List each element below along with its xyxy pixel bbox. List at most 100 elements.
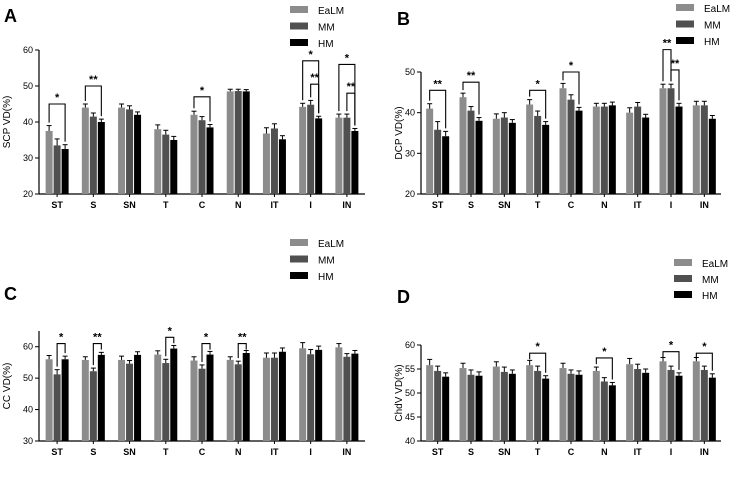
bar-MM-IN — [343, 356, 351, 441]
bar-EaLM-IT — [626, 364, 634, 441]
significance-bracket — [562, 71, 580, 105]
bar-MM-ST — [434, 370, 442, 441]
bar-HM-IN — [708, 118, 716, 194]
bar-EaLM-C — [190, 114, 198, 194]
legend-swatch-MM — [674, 275, 692, 282]
bar-MM-N — [234, 364, 242, 441]
y-tick-label: 30 — [23, 153, 33, 163]
bar-EaLM-IN — [335, 347, 343, 441]
bar-HM-T — [170, 348, 178, 441]
legend-swatch-EaLM — [674, 259, 692, 266]
legend-label-EaLM: EaLM — [704, 4, 730, 15]
significance-label: * — [345, 52, 350, 64]
significance-bracket — [92, 343, 102, 366]
y-tick-label: 30 — [23, 436, 33, 446]
bar-HM-IN — [708, 377, 716, 441]
significance-label: * — [536, 78, 541, 90]
significance-bracket — [462, 81, 480, 115]
bar-HM-T — [170, 140, 178, 194]
legend-label-EaLM: EaLM — [318, 239, 344, 250]
significance-label: ** — [93, 332, 102, 344]
x-tick-label: I — [309, 200, 312, 210]
significance-bracket — [662, 351, 680, 370]
bar-HM-IN — [351, 131, 359, 194]
y-tick-label: 40 — [23, 117, 33, 127]
x-tick-label: I — [670, 447, 673, 457]
bar-MM-I — [667, 369, 675, 441]
bar-EaLM-N — [226, 359, 234, 441]
x-tick-label: T — [163, 447, 169, 457]
bar-HM-S — [475, 375, 483, 441]
bar-EaLM-I — [299, 348, 307, 441]
y-tick-label: 60 — [405, 340, 415, 350]
x-tick-label: T — [535, 200, 541, 210]
legend-label-EaLM: EaLM — [318, 6, 344, 17]
significance-bracket — [56, 343, 66, 367]
panel-label: D — [397, 287, 410, 307]
x-tick-label: IT — [634, 200, 643, 210]
bar-HM-S — [97, 122, 105, 194]
bar-HM-C — [206, 127, 214, 194]
bar-MM-SN — [126, 363, 134, 441]
significance-bracket — [165, 336, 175, 357]
y-tick-label: 20 — [405, 189, 415, 199]
x-tick-label: IT — [270, 447, 279, 457]
bar-HM-SN — [508, 122, 516, 194]
bar-HM-I — [675, 106, 683, 194]
x-tick-label: C — [568, 200, 575, 210]
bar-MM-IN — [700, 105, 708, 194]
x-tick-label: SN — [123, 200, 136, 210]
significance-label: ** — [671, 58, 680, 70]
significance-label: ** — [433, 78, 442, 90]
bar-EaLM-C — [559, 368, 567, 441]
significance-bracket — [529, 89, 547, 119]
bar-MM-ST — [53, 374, 61, 441]
bar-EaLM-ST — [426, 108, 434, 194]
legend-swatch-EaLM — [290, 239, 308, 246]
bar-EaLM-SN — [118, 107, 126, 194]
bar-MM-I — [307, 354, 315, 441]
bar-HM-N — [608, 385, 616, 441]
y-axis-label: DCP VD(%) — [394, 106, 405, 159]
y-tick-label: 50 — [405, 388, 415, 398]
bar-HM-ST — [442, 376, 450, 441]
bar-EaLM-IT — [262, 133, 270, 194]
legend-swatch-EaLM — [676, 4, 694, 11]
bar-EaLM-I — [659, 361, 667, 441]
significance-label: * — [59, 332, 64, 344]
bar-HM-C — [575, 374, 583, 441]
bar-MM-T — [162, 134, 170, 194]
significance-bracket — [346, 92, 356, 126]
bar-MM-IN — [700, 369, 708, 441]
bar-HM-T — [542, 378, 550, 441]
bar-MM-T — [534, 370, 542, 441]
bar-EaLM-SN — [492, 366, 500, 441]
bar-HM-ST — [61, 359, 69, 441]
significance-label: ** — [238, 332, 247, 344]
y-tick-label: 60 — [23, 45, 33, 55]
bar-HM-SN — [134, 354, 142, 441]
significance-bracket — [84, 85, 102, 117]
legend-label-EaLM: EaLM — [702, 259, 728, 270]
bar-EaLM-ST — [45, 359, 53, 441]
legend-swatch-HM — [674, 291, 692, 298]
significance-bracket — [595, 357, 613, 380]
bar-MM-SN — [500, 117, 508, 194]
significance-label: * — [204, 332, 209, 344]
x-tick-label: IN — [700, 200, 709, 210]
bar-EaLM-IN — [692, 105, 700, 194]
significance-bracket — [529, 352, 547, 373]
bar-MM-I — [307, 104, 315, 194]
y-axis-label: ChdV VD(%) — [394, 364, 405, 421]
bar-HM-IT — [278, 351, 286, 441]
y-tick-label: 60 — [23, 342, 33, 352]
bar-EaLM-IN — [692, 361, 700, 441]
y-tick-label: 40 — [405, 436, 415, 446]
significance-label: * — [569, 60, 574, 72]
y-tick-label: 50 — [405, 67, 415, 77]
bar-MM-N — [600, 106, 608, 194]
y-axis-label: CC VD(%) — [2, 363, 13, 410]
legend-swatch-HM — [676, 37, 694, 44]
